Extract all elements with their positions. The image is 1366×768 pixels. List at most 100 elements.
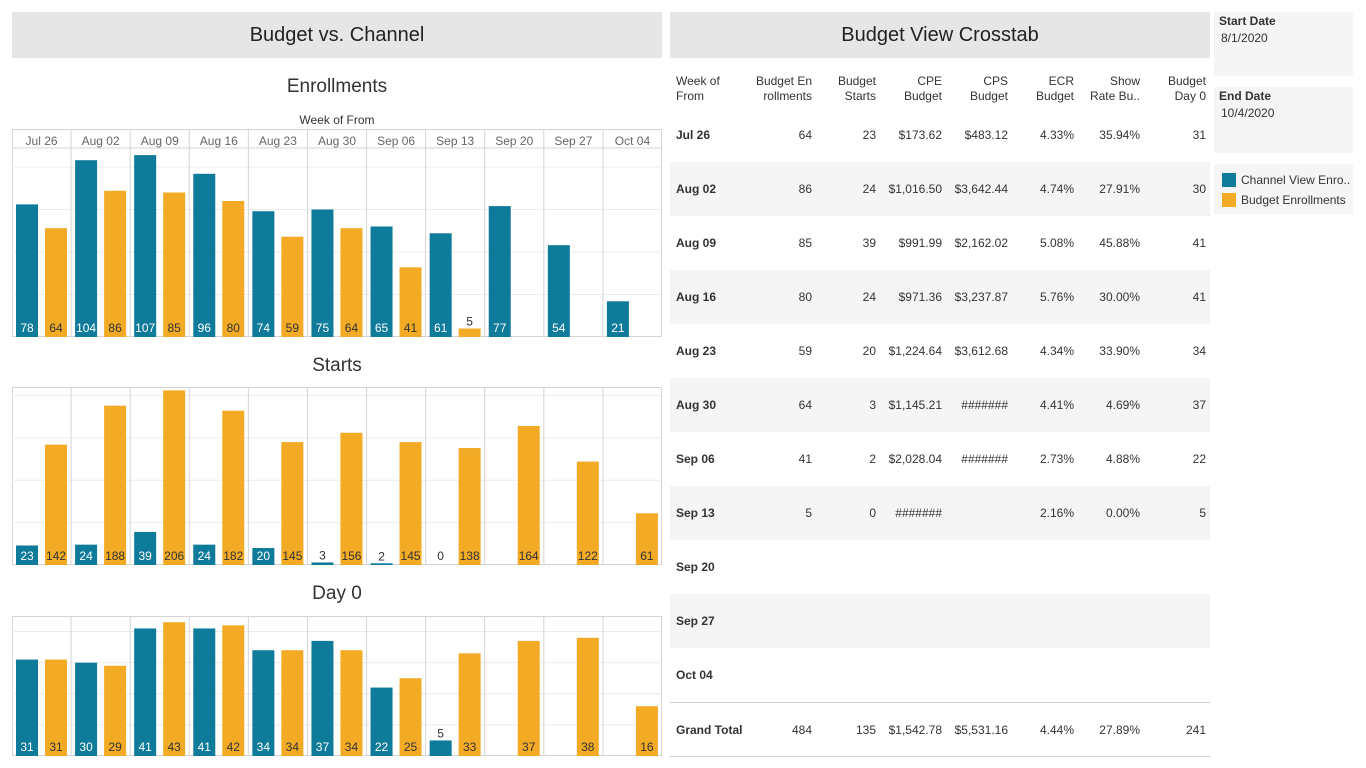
bar-channel-aug-09 bbox=[134, 628, 157, 756]
row-label: Oct 04 bbox=[676, 668, 713, 682]
bar-channel-aug-16 bbox=[193, 628, 216, 756]
col-header-5[interactable]: ECR Budget bbox=[1035, 74, 1074, 103]
label-channel-aug-30: 37 bbox=[316, 740, 330, 754]
cell: 4.88% bbox=[1105, 452, 1140, 466]
label-channel-jul-26: 23 bbox=[20, 549, 34, 563]
cell: 30.00% bbox=[1099, 290, 1140, 304]
bar-budget-sep-27 bbox=[576, 461, 599, 565]
bar-channel-aug-02 bbox=[75, 544, 98, 565]
col-header-7[interactable]: Budget Day 0 bbox=[1167, 74, 1206, 103]
col-header-2[interactable]: Budget Starts bbox=[837, 74, 876, 103]
bar-channel-aug-16 bbox=[193, 544, 216, 565]
col-header-4[interactable]: CPS Budget bbox=[969, 74, 1008, 103]
budget-vs-channel-title: Budget vs. Channel bbox=[249, 23, 425, 46]
start-date-value[interactable]: 8/1/2020 bbox=[1221, 31, 1268, 45]
label-channel-sep-06: 65 bbox=[375, 321, 389, 335]
row-label: Aug 23 bbox=[676, 344, 717, 358]
budget-vs-channel-header: Budget vs. Channel bbox=[12, 12, 662, 58]
bar-channel-aug-09 bbox=[134, 155, 157, 337]
x-tick-aug-02: Aug 02 bbox=[82, 134, 120, 148]
label-channel-aug-09: 41 bbox=[139, 740, 153, 754]
cell: ####### bbox=[895, 506, 942, 520]
crosstab-row: Aug 30 64 3 $1,145.21 ####### 4.41% 4.69% 37 bbox=[670, 378, 1210, 432]
chart-frame bbox=[12, 129, 662, 337]
bar-budget-sep-06 bbox=[399, 267, 422, 337]
bar-budget-aug-16 bbox=[222, 201, 245, 337]
label-channel-jul-26: 78 bbox=[20, 321, 34, 335]
label-channel-aug-30: 3 bbox=[319, 548, 326, 562]
bar-budget-sep-13 bbox=[458, 328, 481, 337]
cell: 34 bbox=[1192, 344, 1206, 358]
legend-label-budget: Budget Enrollments bbox=[1241, 193, 1346, 207]
crosstab-row: Aug 02 86 24 $1,016.50 $3,642.44 4.74% 27.91% 3… bbox=[670, 162, 1210, 216]
row-label: Aug 30 bbox=[676, 398, 717, 412]
cell: 45.88% bbox=[1099, 236, 1140, 250]
bar-channel-sep-20 bbox=[488, 206, 511, 337]
col-header-3[interactable]: CPE Budget bbox=[903, 74, 942, 103]
end-date-filter[interactable]: End Date 10/4/2020 bbox=[1214, 87, 1353, 153]
cell: 5.08% bbox=[1039, 236, 1074, 250]
label-budget-aug-02: 188 bbox=[105, 549, 125, 563]
bar-channel-aug-30 bbox=[311, 562, 334, 565]
row-label: Aug 09 bbox=[676, 236, 717, 250]
row-label: Sep 06 bbox=[676, 452, 715, 466]
bar-channel-sep-06 bbox=[370, 563, 393, 565]
label-channel-aug-23: 20 bbox=[257, 549, 271, 563]
cell: 41 bbox=[1192, 236, 1206, 250]
bar-budget-oct-04 bbox=[635, 513, 658, 565]
x-tick-sep-20: Sep 20 bbox=[495, 134, 533, 148]
crosstab-header: Budget View Crosstab bbox=[670, 12, 1210, 58]
cell: 24 bbox=[862, 182, 876, 196]
cell: $173.62 bbox=[898, 128, 942, 142]
crosstab-row: Sep 27 bbox=[670, 594, 1210, 648]
cell: 59 bbox=[798, 344, 812, 358]
label-budget-sep-13: 33 bbox=[463, 740, 477, 754]
cell: $1,224.64 bbox=[888, 344, 942, 358]
label-budget-aug-02: 29 bbox=[108, 740, 122, 754]
label-channel-sep-06: 2 bbox=[378, 549, 385, 563]
legend-item-budget[interactable]: Budget Enrollments bbox=[1222, 193, 1346, 207]
cell: 5 bbox=[805, 506, 812, 520]
bar-budget-sep-06 bbox=[399, 442, 422, 565]
col-header-0[interactable]: Week of From bbox=[676, 74, 720, 103]
start-date-filter[interactable]: Start Date 8/1/2020 bbox=[1214, 12, 1353, 76]
cell: 4.33% bbox=[1039, 128, 1074, 142]
crosstab-grand-total-row: Grand Total 484 135 $1,542.78 $5,531.16 4.44%… bbox=[670, 702, 1210, 757]
cell: 4.74% bbox=[1039, 182, 1074, 196]
bar-budget-aug-09 bbox=[163, 390, 186, 565]
row-label: Sep 20 bbox=[676, 560, 715, 574]
cell: 241 bbox=[1185, 723, 1206, 737]
crosstab-row: Sep 06 41 2 $2,028.04 ####### 2.73% 4.88% 22 bbox=[670, 432, 1210, 486]
bar-channel-sep-27 bbox=[547, 245, 570, 337]
crosstab-row: Aug 16 80 24 $971.36 $3,237.87 5.76% 30.00% 41 bbox=[670, 270, 1210, 324]
cell: 30 bbox=[1192, 182, 1206, 196]
bar-channel-aug-23 bbox=[252, 548, 275, 565]
label-channel-aug-16: 41 bbox=[198, 740, 212, 754]
bar-budget-aug-02 bbox=[104, 665, 127, 756]
week-axis-header: Week of From bbox=[299, 113, 375, 127]
bar-channel-jul-26 bbox=[16, 545, 38, 565]
label-budget-jul-26: 64 bbox=[49, 321, 63, 335]
label-budget-aug-16: 42 bbox=[227, 740, 241, 754]
bar-channel-aug-02 bbox=[75, 160, 98, 337]
bar-budget-sep-20 bbox=[517, 425, 540, 565]
row-label: Aug 02 bbox=[676, 182, 717, 196]
budget-crosstab: Week of From Budget En rollments Budget Start… bbox=[670, 68, 1210, 757]
x-tick-sep-27: Sep 27 bbox=[554, 134, 592, 148]
bar-budget-aug-02 bbox=[104, 405, 127, 565]
cell: $3,642.44 bbox=[954, 182, 1008, 196]
col-header-1[interactable]: Budget En rollments bbox=[755, 74, 812, 103]
cell: $1,016.50 bbox=[888, 182, 942, 196]
enrollments-chart: Jul 26 Aug 02 Aug 09 Aug 16 Aug 23 Aug 30 Sep … bbox=[12, 129, 662, 337]
legend-swatch-channel bbox=[1222, 173, 1236, 187]
label-channel-sep-13: 0 bbox=[437, 549, 444, 563]
bar-budget-sep-13 bbox=[458, 448, 481, 565]
chart-frame bbox=[12, 387, 662, 565]
label-budget-sep-06: 41 bbox=[404, 321, 418, 335]
col-header-6[interactable]: Show Rate Bu.. bbox=[1089, 74, 1140, 103]
legend-item-channel[interactable]: Channel View Enro.. bbox=[1222, 173, 1350, 187]
cell: 41 bbox=[798, 452, 812, 466]
cell: 2 bbox=[869, 452, 876, 466]
end-date-value[interactable]: 10/4/2020 bbox=[1221, 106, 1275, 120]
cell: $991.99 bbox=[898, 236, 942, 250]
